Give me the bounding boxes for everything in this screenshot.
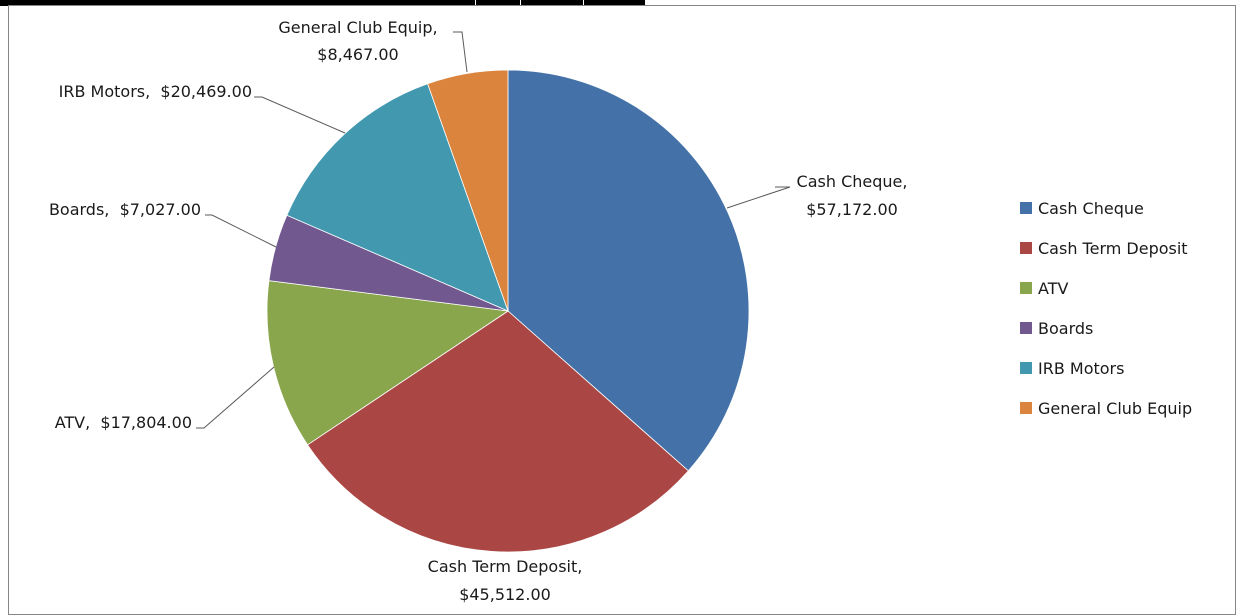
pie-slice-cash-term-deposit [306, 310, 689, 553]
leader-lines [196, 31, 791, 429]
legend-swatch-atv [1020, 282, 1032, 294]
data-label-boards: Boards, $7,027.00 [49, 200, 201, 219]
legend-label-cash-term-deposit: Cash Term Deposit [1038, 239, 1188, 258]
legend-swatch-cash-cheque [1020, 202, 1032, 214]
data-label-atv: ATV, $17,804.00 [55, 413, 192, 432]
legend-label-atv: ATV [1038, 279, 1068, 298]
legend-swatch-boards [1020, 322, 1032, 334]
legend-swatch-general-club-equip [1020, 402, 1032, 414]
legend-label-cash-cheque: Cash Cheque [1038, 199, 1144, 218]
top-border-strip [0, 0, 645, 6]
data-label-cash-cheque: Cash Cheque, $57,172.00 [797, 172, 908, 219]
leader-line-irb-motors [254, 96, 346, 134]
pie-slice-irb-motors [286, 83, 509, 312]
strip-tick [475, 0, 476, 6]
data-label-value: $17,804.00 [100, 413, 192, 432]
data-label-value: $7,027.00 [120, 200, 201, 219]
data-label-value: $45,512.00 [459, 585, 551, 604]
data-label-cash-term-deposit: Cash Term Deposit, $45,512.00 [428, 557, 583, 604]
pie-slice-general-club-equip [427, 69, 509, 312]
data-label-category: Cash Term Deposit, [428, 557, 583, 576]
data-label-category: General Club Equip, [278, 18, 437, 37]
strip-tick [583, 0, 584, 6]
legend: Cash Cheque Cash Term Deposit ATV Boards IRB… [1020, 199, 1192, 418]
data-label-irb-motors: IRB Motors, $20,469.00 [59, 82, 252, 101]
data-label-category: Cash Cheque, [797, 172, 908, 191]
legend-swatch-irb-motors [1020, 362, 1032, 374]
leader-line-general-club-equip [453, 31, 468, 73]
data-label-value: $8,467.00 [317, 45, 398, 64]
leader-line-cash-cheque [726, 186, 791, 209]
pie-slice-cash-cheque [507, 69, 750, 472]
leader-line-atv [196, 366, 275, 429]
data-label-category: IRB Motors, [59, 82, 161, 101]
data-labels: Cash Cheque, $57,172.00 Cash Term Deposit,… [49, 18, 908, 604]
legend-swatch-cash-term-deposit [1020, 242, 1032, 254]
leader-line-boards [205, 214, 277, 248]
pie-slices [266, 69, 750, 553]
legend-label-general-club-equip: General Club Equip [1038, 399, 1192, 418]
pie-slice-atv [266, 280, 510, 446]
data-label-category: ATV, [55, 413, 101, 432]
data-label-value: $20,469.00 [160, 82, 252, 101]
data-label-value: $57,172.00 [806, 200, 898, 219]
strip-tick [520, 0, 521, 6]
data-label-general-club-equip: General Club Equip, $8,467.00 [278, 18, 437, 64]
legend-label-boards: Boards [1038, 319, 1093, 338]
legend-label-irb-motors: IRB Motors [1038, 359, 1124, 378]
data-label-category: Boards, [49, 200, 120, 219]
